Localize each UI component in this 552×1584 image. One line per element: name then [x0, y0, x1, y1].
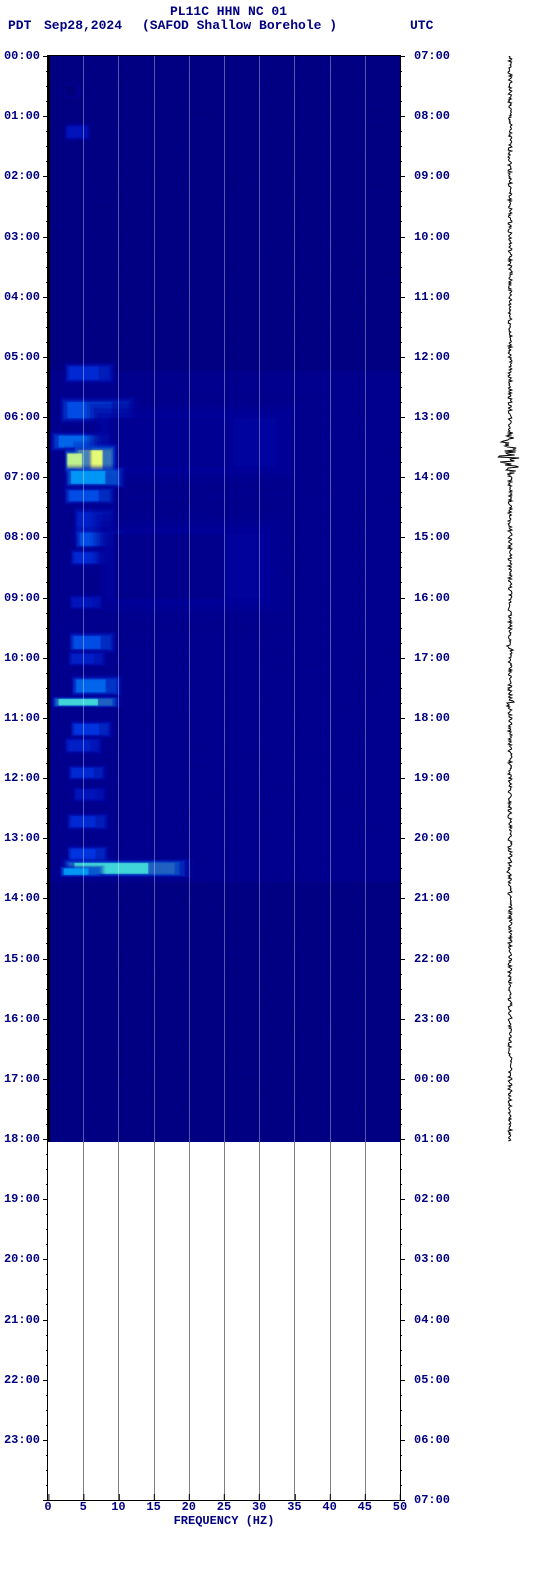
y-left-tick-label: 18:00 [0, 1132, 48, 1146]
y-left-tick-label: 09:00 [0, 591, 48, 605]
y-left-tick-label: 05:00 [0, 350, 48, 364]
x-tick: 30 [252, 1500, 266, 1514]
y-right-tick-label: 21:00 [400, 891, 460, 905]
gridline [330, 1142, 331, 1500]
gridline [330, 56, 331, 1142]
y-left-tick-label: 22:00 [0, 1373, 48, 1387]
y-right-tick-label: 04:00 [400, 1313, 460, 1327]
x-tick: 10 [111, 1500, 125, 1514]
y-left-tick-label: 06:00 [0, 410, 48, 424]
seismogram-trace [490, 56, 530, 1142]
y-left-tick-label: 19:00 [0, 1192, 48, 1206]
y-axis-left-pdt: 00:0001:0002:0003:0004:0005:0006:0007:00… [0, 56, 48, 1500]
y-left-tick-label: 02:00 [0, 169, 48, 183]
trace-path [498, 56, 519, 1141]
x-axis-frequency: FREQUENCY (HZ) 05101520253035404550 [48, 1500, 400, 1540]
y-right-tick-label: 03:00 [400, 1252, 460, 1266]
gridline [224, 1142, 225, 1500]
gridline [294, 1142, 295, 1500]
y-left-tick-label: 16:00 [0, 1012, 48, 1026]
y-right-tick-label: 17:00 [400, 651, 460, 665]
gridline [118, 56, 119, 1142]
gridline [365, 56, 366, 1142]
y-left-tick-label: 17:00 [0, 1072, 48, 1086]
gridline [154, 56, 155, 1142]
y-axis-right-utc: 07:0008:0009:0010:0011:0012:0013:0014:00… [400, 56, 460, 1500]
trace-svg [490, 56, 530, 1142]
y-right-tick-label: 07:00 [400, 1493, 460, 1507]
y-right-tick-label: 11:00 [400, 290, 460, 304]
y-right-tick-label: 16:00 [400, 591, 460, 605]
x-tick: 45 [358, 1500, 372, 1514]
y-left-tick-label: 10:00 [0, 651, 48, 665]
y-left-tick-label: 11:00 [0, 711, 48, 725]
gridline [83, 1142, 84, 1500]
y-right-tick-label: 10:00 [400, 230, 460, 244]
y-right-tick-label: 13:00 [400, 410, 460, 424]
y-right-tick-label: 23:00 [400, 1012, 460, 1026]
y-right-tick-label: 14:00 [400, 470, 460, 484]
gridline [294, 56, 295, 1142]
y-left-tick-label: 12:00 [0, 771, 48, 785]
y-left-tick-label: 01:00 [0, 109, 48, 123]
x-tick: 25 [217, 1500, 231, 1514]
y-right-tick-label: 02:00 [400, 1192, 460, 1206]
tz-left-label: PDT [8, 18, 31, 33]
y-right-tick-label: 20:00 [400, 831, 460, 845]
x-axis-label: FREQUENCY (HZ) [174, 1514, 275, 1528]
y-right-tick-label: 15:00 [400, 530, 460, 544]
y-left-tick-label: 21:00 [0, 1313, 48, 1327]
gridline [189, 1142, 190, 1500]
x-tick: 5 [80, 1500, 87, 1514]
site-label: (SAFOD Shallow Borehole ) [142, 18, 337, 33]
y-left-tick-label: 08:00 [0, 530, 48, 544]
x-tick: 0 [44, 1500, 51, 1514]
y-right-tick-label: 06:00 [400, 1433, 460, 1447]
y-left-tick-label: 20:00 [0, 1252, 48, 1266]
x-tick: 15 [146, 1500, 160, 1514]
gridline [365, 1142, 366, 1500]
y-right-tick-label: 12:00 [400, 350, 460, 364]
y-left-tick-label: 15:00 [0, 952, 48, 966]
tz-right-label: UTC [410, 18, 433, 33]
gridline [224, 56, 225, 1142]
gridline [259, 1142, 260, 1500]
y-left-tick-label: 13:00 [0, 831, 48, 845]
gridline [83, 56, 84, 1142]
gridline [154, 1142, 155, 1500]
x-tick: 40 [322, 1500, 336, 1514]
y-right-tick-label: 01:00 [400, 1132, 460, 1146]
gridline [189, 56, 190, 1142]
x-tick: 35 [287, 1500, 301, 1514]
y-right-tick-label: 05:00 [400, 1373, 460, 1387]
spectrogram-page: PL11C HHN NC 01 PDT Sep28,2024 (SAFOD Sh… [0, 0, 552, 1584]
y-left-tick-label: 00:00 [0, 49, 48, 63]
y-right-tick-label: 19:00 [400, 771, 460, 785]
y-left-tick-label: 04:00 [0, 290, 48, 304]
y-right-tick-label: 08:00 [400, 109, 460, 123]
plot-header: PL11C HHN NC 01 PDT Sep28,2024 (SAFOD Sh… [0, 4, 552, 32]
gridline [259, 56, 260, 1142]
x-tick: 20 [182, 1500, 196, 1514]
y-left-tick-label: 23:00 [0, 1433, 48, 1447]
y-left-tick-label: 07:00 [0, 470, 48, 484]
station-code: PL11C HHN NC 01 [170, 4, 287, 19]
y-left-tick-label: 03:00 [0, 230, 48, 244]
y-right-tick-label: 00:00 [400, 1072, 460, 1086]
gridline [118, 1142, 119, 1500]
y-left-tick-label: 14:00 [0, 891, 48, 905]
x-tick: 50 [393, 1500, 407, 1514]
y-right-tick-label: 18:00 [400, 711, 460, 725]
spectrogram-plot-area [48, 56, 400, 1500]
y-right-tick-label: 07:00 [400, 49, 460, 63]
y-right-tick-label: 22:00 [400, 952, 460, 966]
date-label: Sep28,2024 [44, 18, 122, 33]
y-right-tick-label: 09:00 [400, 169, 460, 183]
